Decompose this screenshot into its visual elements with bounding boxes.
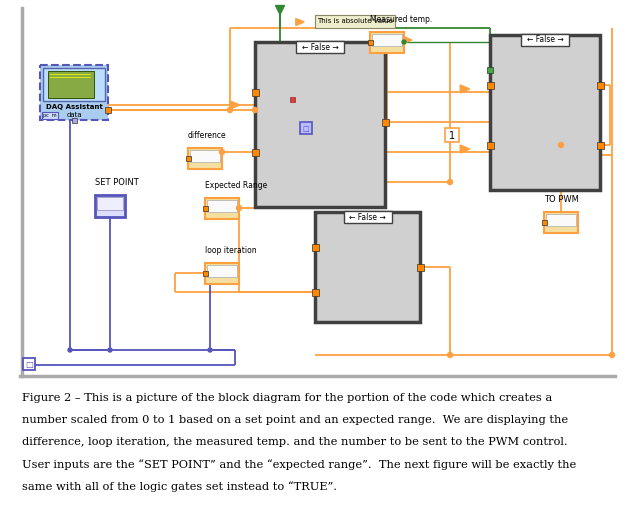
Circle shape	[447, 352, 452, 358]
Bar	[490, 35, 600, 190]
Text: ← False →: ← False →	[527, 36, 563, 45]
Bar	[71, 118, 76, 122]
Bar	[105, 107, 111, 113]
Bar	[251, 149, 258, 155]
Bar	[486, 81, 493, 89]
Bar	[300, 122, 312, 134]
Bar	[445, 128, 459, 142]
Text: number scaled from 0 to 1 based on a set point and an expected range.  We are di: number scaled from 0 to 1 based on a set…	[22, 415, 568, 425]
Text: Figure 2 – This is a picture of the block diagram for the portion of the code wh: Figure 2 – This is a picture of the bloc…	[22, 393, 553, 403]
Text: difference: difference	[188, 131, 227, 140]
Bar	[597, 142, 604, 149]
Text: Expected Range: Expected Range	[205, 181, 267, 190]
Circle shape	[609, 352, 614, 358]
Bar	[544, 212, 578, 233]
FancyBboxPatch shape	[40, 65, 108, 120]
Text: User inputs are the “SET POINT” and the “expected range”.  The next figure will : User inputs are the “SET POINT” and the …	[22, 459, 576, 470]
Text: loop iteration: loop iteration	[205, 246, 256, 255]
Text: Measured temp.: Measured temp.	[370, 15, 432, 24]
Text: This is absolute value: This is absolute value	[317, 18, 393, 24]
Bar	[367, 39, 372, 45]
Polygon shape	[275, 5, 285, 15]
Text: same with all of the logic gates set instead to “TRUE”.: same with all of the logic gates set ins…	[22, 481, 337, 492]
Text: ← False →: ← False →	[302, 43, 338, 51]
Bar	[251, 89, 258, 96]
Circle shape	[227, 108, 232, 112]
Bar	[290, 97, 295, 102]
Bar	[487, 67, 493, 73]
Bar	[202, 270, 207, 276]
Bar	[546, 214, 576, 226]
Bar	[20, 8, 615, 376]
Bar	[521, 34, 569, 46]
Circle shape	[219, 150, 224, 154]
Bar	[296, 41, 344, 53]
Bar	[205, 198, 239, 219]
Polygon shape	[402, 36, 412, 44]
Circle shape	[208, 348, 212, 352]
Circle shape	[253, 108, 258, 112]
Text: DAQ Assistant: DAQ Assistant	[45, 104, 103, 110]
Bar	[315, 212, 420, 322]
Circle shape	[236, 205, 241, 211]
Bar	[486, 142, 493, 149]
Circle shape	[447, 180, 452, 184]
Polygon shape	[230, 101, 240, 109]
Bar	[207, 200, 237, 212]
Circle shape	[559, 142, 563, 148]
Bar	[95, 195, 125, 217]
Text: difference, loop iteration, the measured temp. and the number to be sent to the : difference, loop iteration, the measured…	[22, 437, 568, 447]
Bar	[42, 112, 58, 119]
Bar	[416, 264, 423, 270]
Bar	[97, 197, 123, 210]
Bar	[311, 244, 319, 250]
Bar	[597, 81, 604, 89]
Text: data: data	[66, 112, 82, 118]
Bar	[343, 211, 391, 223]
Bar	[315, 15, 395, 28]
Text: TO PWM: TO PWM	[544, 195, 579, 204]
Bar	[372, 34, 402, 46]
Polygon shape	[296, 18, 304, 26]
Text: ← False →: ← False →	[349, 213, 386, 222]
Text: □: □	[25, 361, 33, 370]
Bar	[23, 358, 35, 370]
Bar	[207, 265, 237, 277]
Text: □: □	[302, 126, 309, 132]
Text: SET POINT: SET POINT	[95, 178, 139, 187]
Bar	[185, 155, 190, 161]
Bar	[205, 263, 239, 284]
Bar	[370, 32, 404, 53]
Text: pc  m: pc m	[43, 113, 57, 119]
Polygon shape	[460, 145, 470, 153]
Circle shape	[402, 40, 406, 44]
Circle shape	[68, 348, 72, 352]
Bar	[542, 219, 546, 225]
Bar	[48, 71, 94, 98]
Bar	[202, 205, 207, 211]
Bar	[382, 119, 389, 125]
Bar	[255, 42, 385, 207]
Bar	[188, 148, 222, 169]
Bar	[190, 150, 220, 162]
Bar	[43, 68, 105, 101]
Circle shape	[384, 120, 389, 124]
Text: 1: 1	[449, 131, 455, 141]
Circle shape	[108, 348, 112, 352]
Polygon shape	[460, 85, 470, 93]
Bar	[311, 289, 319, 296]
